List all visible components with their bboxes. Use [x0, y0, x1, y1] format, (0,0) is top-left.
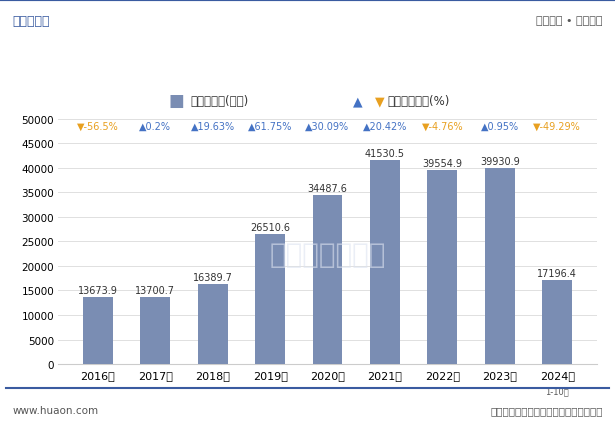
Text: 累计同比增长(%): 累计同比增长(%)	[387, 95, 450, 108]
Text: 华经情报网: 华经情报网	[12, 14, 50, 28]
Text: 华经产业研究院: 华经产业研究院	[269, 240, 386, 268]
Text: 数据来源：证监局；华经产业研究院整理: 数据来源：证监局；华经产业研究院整理	[490, 405, 603, 415]
Text: ▼: ▼	[375, 95, 385, 108]
Text: ■: ■	[169, 92, 184, 110]
Text: ▲0.95%: ▲0.95%	[481, 122, 519, 132]
Text: ▼-4.76%: ▼-4.76%	[421, 122, 463, 132]
Text: 41530.5: 41530.5	[365, 149, 405, 159]
Text: ▲: ▲	[353, 95, 363, 108]
Text: ▼-56.5%: ▼-56.5%	[77, 122, 119, 132]
Text: 17196.4: 17196.4	[538, 268, 577, 278]
Text: 1-10月: 1-10月	[546, 386, 569, 395]
Bar	[83, 297, 113, 364]
Text: ▲61.75%: ▲61.75%	[248, 122, 292, 132]
Text: 专业严谨 • 客观科学: 专业严谨 • 客观科学	[536, 16, 603, 26]
Text: ▲20.42%: ▲20.42%	[363, 122, 407, 132]
Bar	[312, 195, 343, 364]
Bar	[370, 161, 400, 364]
Text: 13673.9: 13673.9	[78, 285, 117, 296]
Bar	[542, 280, 572, 364]
Bar	[427, 170, 458, 364]
Text: 2016-2024年10月郑州商品交易所甲醇（MA）期货成交量: 2016-2024年10月郑州商品交易所甲醇（MA）期货成交量	[141, 52, 474, 70]
Text: ▲0.2%: ▲0.2%	[139, 122, 171, 132]
Text: 26510.6: 26510.6	[250, 223, 290, 233]
Bar	[140, 297, 170, 364]
Bar	[485, 169, 515, 364]
Text: www.huaon.com: www.huaon.com	[12, 405, 98, 415]
Bar	[197, 284, 228, 364]
Text: 39930.9: 39930.9	[480, 157, 520, 167]
Text: ▲19.63%: ▲19.63%	[191, 122, 235, 132]
Text: 34487.6: 34487.6	[308, 184, 347, 193]
Text: 13700.7: 13700.7	[135, 285, 175, 295]
Text: 16389.7: 16389.7	[192, 272, 232, 282]
Text: 期货成交量(万手): 期货成交量(万手)	[191, 95, 249, 108]
Text: ▲30.09%: ▲30.09%	[306, 122, 349, 132]
Text: 39554.9: 39554.9	[423, 159, 462, 169]
Text: ▼-49.29%: ▼-49.29%	[533, 122, 581, 132]
Bar	[255, 234, 285, 364]
